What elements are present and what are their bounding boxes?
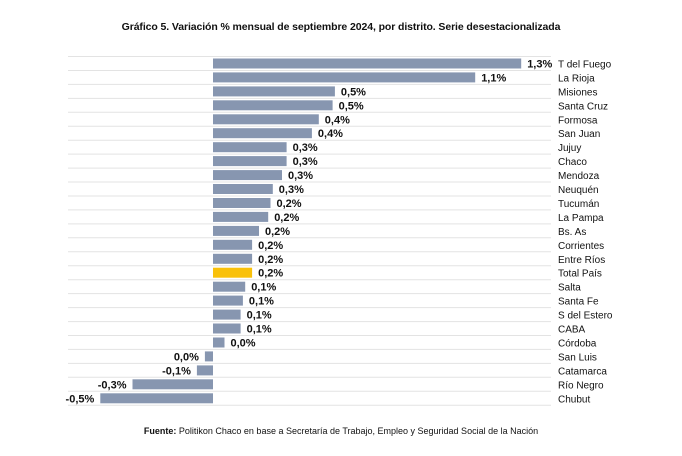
- bar-río-negro: [132, 379, 213, 390]
- value-label: 0,2%: [258, 268, 283, 280]
- bar-tucumán: [213, 198, 271, 208]
- value-label: 0,2%: [277, 198, 302, 210]
- category-label: Total País: [558, 269, 602, 280]
- value-label: 0,1%: [251, 282, 276, 294]
- category-label: Chaco: [558, 157, 587, 168]
- bar-s-del-estero: [213, 309, 241, 320]
- category-label: Córdoba: [558, 339, 597, 350]
- bar-neuquén: [213, 184, 273, 194]
- value-label: 0,3%: [288, 170, 313, 182]
- bar-corrientes: [213, 239, 253, 250]
- value-label: 0,3%: [293, 142, 318, 154]
- bar-caba: [213, 323, 241, 334]
- value-label: 0,0%: [231, 338, 256, 350]
- bar-chubut: [100, 393, 213, 404]
- source-label: Fuente:: [143, 426, 177, 436]
- category-label: Misiones: [558, 87, 597, 98]
- category-label: Formosa: [558, 115, 598, 126]
- source-text: Politikon Chaco en base a Secretaría de …: [176, 426, 539, 436]
- bar-jujuy: [213, 142, 287, 153]
- value-label: 0,4%: [318, 128, 343, 140]
- category-labels: T del Fuego La Rioja Misiones Santa Cruz For…: [558, 60, 613, 406]
- bar-san-juan: [213, 128, 312, 139]
- bar-san-luis: [204, 351, 213, 362]
- value-label: -0,5%: [66, 393, 95, 405]
- value-label: 0,2%: [258, 240, 283, 252]
- value-label: 0,0%: [174, 351, 199, 363]
- category-label: Mendoza: [558, 171, 600, 182]
- bar-chaco: [213, 156, 287, 167]
- category-label: San Juan: [558, 129, 600, 140]
- category-label: CABA: [558, 325, 586, 336]
- value-label: 1,3%: [527, 59, 552, 71]
- value-label: -0,3%: [98, 379, 127, 391]
- category-label: Corrientes: [558, 241, 604, 252]
- bar-catamarca: [196, 365, 213, 376]
- category-label: Chubut: [558, 394, 590, 405]
- category-label: La Pampa: [558, 213, 604, 224]
- bar-total-país: [213, 267, 253, 278]
- value-label: 1,1%: [481, 72, 506, 84]
- bar-mendoza: [213, 170, 282, 181]
- bar-córdoba: [213, 337, 225, 348]
- bar-la-pampa: [213, 211, 269, 222]
- value-label: 0,3%: [279, 184, 304, 196]
- category-label: Catamarca: [558, 366, 607, 377]
- value-label: 0,2%: [265, 226, 290, 238]
- bar-santa-cruz: [213, 100, 333, 111]
- value-label: 0,1%: [249, 296, 274, 308]
- category-label: Santa Fe: [558, 297, 599, 308]
- bar-la-rioja: [213, 72, 476, 83]
- category-label: Tucumán: [558, 199, 599, 210]
- source-note: Fuente: Politikon Chaco en base a Secret…: [0, 426, 682, 436]
- value-label: 0,1%: [247, 324, 272, 336]
- category-label: T del Fuego: [558, 60, 612, 71]
- bar-misiones: [213, 86, 335, 97]
- category-label: San Luis: [558, 352, 597, 363]
- category-label: Santa Cruz: [558, 101, 608, 112]
- value-label: 0,4%: [325, 114, 350, 126]
- category-label: Neuquén: [558, 185, 599, 196]
- bar-formosa: [213, 114, 319, 125]
- value-label: 0,1%: [247, 310, 272, 322]
- bar-bs-as: [213, 225, 259, 236]
- value-label: 0,2%: [274, 212, 299, 224]
- value-label: 0,3%: [293, 156, 318, 168]
- value-label: 0,5%: [341, 86, 366, 98]
- value-label: -0,1%: [162, 365, 191, 377]
- bars: [100, 58, 522, 404]
- category-label: Jujuy: [558, 143, 581, 154]
- bar-salta: [213, 281, 246, 292]
- category-label: La Rioja: [558, 73, 595, 84]
- chart-title: Gráfico 5. Variación % mensual de septie…: [121, 21, 561, 33]
- category-label: Entre Ríos: [558, 255, 605, 266]
- category-label: Salta: [558, 283, 581, 294]
- category-label: Río Negro: [558, 380, 604, 391]
- value-label: 0,2%: [258, 254, 283, 266]
- category-label: S del Estero: [558, 311, 613, 322]
- value-labels: 1,3%1,1%0,5%0,5%0,4%0,4%0,3%0,3%0,3%0,3%…: [66, 59, 553, 406]
- category-label: Bs. As: [558, 227, 586, 238]
- bar-t-del-fuego: [213, 58, 522, 69]
- value-label: 0,5%: [339, 100, 364, 112]
- bar-santa-fe: [213, 295, 243, 306]
- gridlines: [68, 56, 551, 406]
- bar-entre-ríos: [213, 253, 253, 264]
